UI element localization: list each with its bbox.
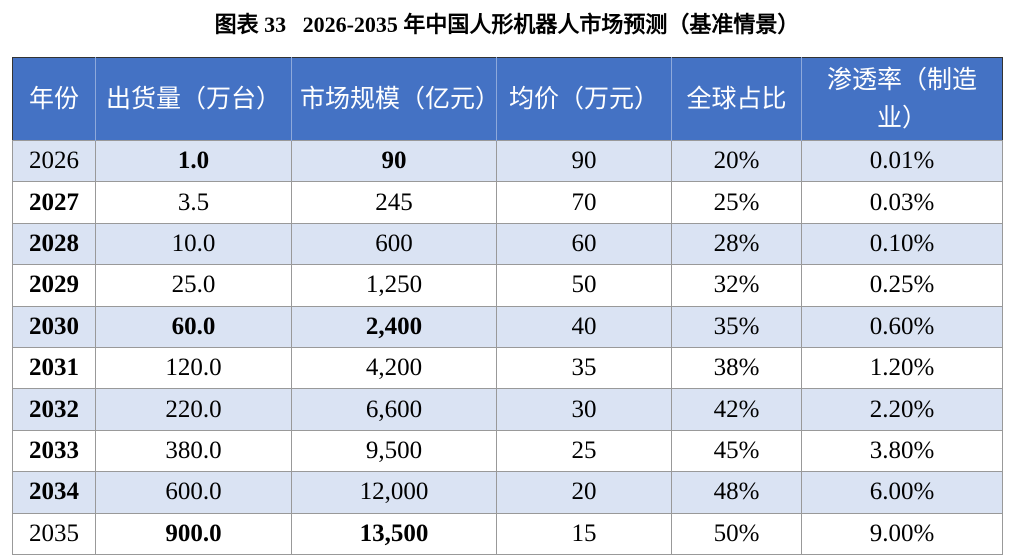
data-cell: 1,250 bbox=[291, 264, 497, 307]
table-row: 2035 900.0 13,500 15 50% 9.00% bbox=[12, 512, 1003, 555]
data-cell: 0.10% bbox=[801, 222, 1003, 266]
data-cell: 20% bbox=[671, 139, 802, 183]
year-cell: 2034 bbox=[12, 471, 96, 514]
data-cell: 120.0 bbox=[95, 346, 292, 390]
data-cell: 40 bbox=[496, 305, 672, 348]
year-cell: 2031 bbox=[12, 346, 96, 390]
header-row: 年份 出货量（万台） 市场规模（亿元） 均价（万元） 全球占比 渗透率（制造业） bbox=[12, 57, 1003, 141]
data-cell: 9.00% bbox=[801, 512, 1003, 555]
table-title: 图表 33 2026-2035 年中国人形机器人市场预测（基准情景） bbox=[214, 12, 800, 37]
header-cell: 年份 bbox=[12, 57, 96, 141]
data-cell: 9,500 bbox=[291, 429, 497, 473]
data-cell: 4,200 bbox=[291, 346, 497, 390]
table-row: 2030 60.0 2,400 40 35% 0.60% bbox=[12, 305, 1003, 348]
table-row: 2029 25.0 1,250 50 32% 0.25% bbox=[12, 264, 1003, 307]
year-cell: 2027 bbox=[12, 181, 96, 224]
data-cell: 60 bbox=[496, 222, 672, 266]
table-header: 年份 出货量（万台） 市场规模（亿元） 均价（万元） 全球占比 渗透率（制造业） bbox=[12, 57, 1003, 141]
data-cell: 25.0 bbox=[95, 264, 292, 307]
table-row: 2033 380.0 9,500 25 45% 3.80% bbox=[12, 429, 1003, 473]
table-row: 2027 3.5 245 70 25% 0.03% bbox=[12, 181, 1003, 224]
data-cell: 220.0 bbox=[95, 388, 292, 431]
data-cell: 600.0 bbox=[95, 471, 292, 514]
data-cell: 48% bbox=[671, 471, 802, 514]
data-cell: 900.0 bbox=[95, 512, 292, 555]
table-body: 2026 1.0 90 90 20% 0.01% 2027 3.5 245 70 25% 0.03% 2… bbox=[12, 139, 1003, 555]
data-cell: 28% bbox=[671, 222, 802, 266]
header-cell: 市场规模（亿元） bbox=[291, 57, 500, 141]
year-cell: 2033 bbox=[12, 429, 96, 473]
data-cell: 30 bbox=[496, 388, 672, 431]
year-cell: 2028 bbox=[12, 222, 96, 266]
data-cell: 15 bbox=[496, 512, 672, 555]
data-cell: 0.03% bbox=[801, 181, 1003, 224]
header-cell: 出货量（万台） bbox=[95, 57, 292, 141]
data-cell: 0.25% bbox=[801, 264, 1003, 307]
data-cell: 90 bbox=[496, 139, 672, 183]
data-cell: 1.20% bbox=[801, 346, 1003, 390]
data-cell: 42% bbox=[671, 388, 802, 431]
data-table: 年份 出货量（万台） 市场规模（亿元） 均价（万元） 全球占比 渗透率（制造业） 2026… bbox=[12, 57, 1003, 555]
data-cell: 3.5 bbox=[95, 181, 292, 224]
data-cell: 245 bbox=[291, 181, 497, 224]
year-cell: 2032 bbox=[12, 388, 96, 431]
data-cell: 6,600 bbox=[291, 388, 497, 431]
year-cell: 2026 bbox=[12, 139, 96, 183]
table-row: 2032 220.0 6,600 30 42% 2.20% bbox=[12, 388, 1003, 431]
data-cell: 6.00% bbox=[801, 471, 1003, 514]
data-cell: 380.0 bbox=[95, 429, 292, 473]
data-cell: 600 bbox=[291, 222, 497, 266]
year-cell: 2030 bbox=[12, 305, 96, 348]
data-cell: 35% bbox=[671, 305, 802, 348]
data-cell: 25 bbox=[496, 429, 672, 473]
data-cell: 35 bbox=[496, 346, 672, 390]
data-cell: 3.80% bbox=[801, 429, 1003, 473]
data-cell: 0.01% bbox=[801, 139, 1003, 183]
data-cell: 20 bbox=[496, 471, 672, 514]
data-cell: 50 bbox=[496, 264, 672, 307]
table-row: 2034 600.0 12,000 20 48% 6.00% bbox=[12, 471, 1003, 514]
data-cell: 50% bbox=[671, 512, 802, 555]
data-cell: 60.0 bbox=[95, 305, 292, 348]
data-cell: 90 bbox=[291, 139, 497, 183]
data-cell: 12,000 bbox=[291, 471, 497, 514]
data-cell: 1.0 bbox=[95, 139, 292, 183]
data-cell: 0.60% bbox=[801, 305, 1003, 348]
year-cell: 2029 bbox=[12, 264, 96, 307]
table-row: 2026 1.0 90 90 20% 0.01% bbox=[12, 139, 1003, 183]
data-cell: 10.0 bbox=[95, 222, 292, 266]
header-cell: 渗透率（制造业） bbox=[801, 57, 1003, 141]
table-row: 2031 120.0 4,200 35 38% 1.20% bbox=[12, 346, 1003, 390]
data-cell: 32% bbox=[671, 264, 802, 307]
data-cell: 2,400 bbox=[291, 305, 497, 348]
header-cell: 全球占比 bbox=[671, 57, 802, 141]
data-cell: 70 bbox=[496, 181, 672, 224]
table-row: 2028 10.0 600 60 28% 0.10% bbox=[12, 222, 1003, 266]
header-cell: 均价（万元） bbox=[496, 57, 672, 141]
data-cell: 13,500 bbox=[291, 512, 497, 555]
data-cell: 45% bbox=[671, 429, 802, 473]
data-cell: 38% bbox=[671, 346, 802, 390]
year-cell: 2035 bbox=[12, 512, 96, 555]
data-cell: 25% bbox=[671, 181, 802, 224]
data-cell: 2.20% bbox=[801, 388, 1003, 431]
